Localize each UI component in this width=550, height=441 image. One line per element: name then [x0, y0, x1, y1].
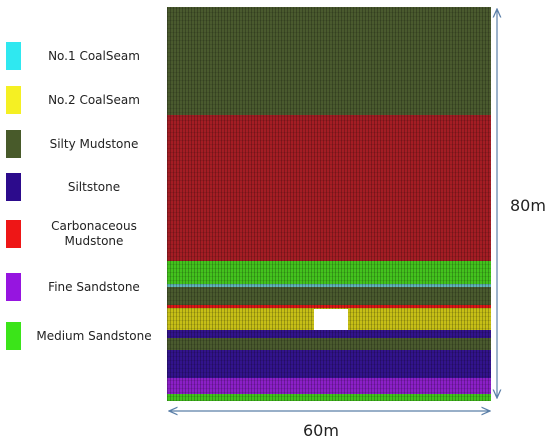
mined-out-cavity [314, 309, 348, 330]
legend-swatch [6, 130, 21, 158]
legend-label: Silty Mudstone [49, 136, 139, 151]
legend-swatch [6, 273, 21, 301]
layer-silty-mudstone-a [167, 287, 491, 292]
legend-item-fine-sandstone: Fine Sandstone [6, 273, 166, 303]
legend-label: No.1 CoalSeam [48, 48, 140, 63]
legend-item-medium-sandstone: Medium Sandstone [6, 322, 166, 352]
legend-item-no1-coalseam: No.1 CoalSeam [6, 42, 166, 72]
layer-siltstone-thin [167, 330, 491, 338]
layer-silty-mudstone-lower [167, 338, 491, 350]
legend-label: Siltstone [67, 179, 121, 194]
layer-fine-sandstone [167, 378, 491, 394]
legend-item-siltstone: Siltstone [6, 173, 166, 203]
layer-medium-sandstone-upper [167, 261, 491, 284]
layer-carbonaceous-thin [167, 305, 491, 308]
layer-carbonaceous-mudstone [167, 115, 491, 261]
layer-medium-sandstone-bottom [167, 394, 491, 401]
legend-swatch [6, 322, 21, 350]
height-dimension-label: 80m [510, 196, 546, 215]
legend-swatch [6, 220, 21, 248]
legend-swatch [6, 42, 21, 70]
legend-label: No.2 CoalSeam [48, 92, 140, 107]
width-dimension-label: 60m [303, 421, 339, 440]
layer-no1-coalseam [167, 284, 491, 287]
legend-item-carbonaceous-mudstone: Carbonaceous Mudstone [6, 219, 166, 250]
legend-swatch [6, 173, 21, 201]
layer-silty-mudstone-top [167, 7, 491, 115]
legend-label: Medium Sandstone [36, 328, 152, 343]
layer-silty-mudstone-b [167, 292, 491, 305]
legend-item-silty-mudstone: Silty Mudstone [6, 130, 166, 160]
legend-label: Carbonaceous Mudstone [51, 219, 137, 248]
legend-item-no2-coalseam: No.2 CoalSeam [6, 86, 166, 116]
legend-swatch [6, 86, 21, 114]
legend-label: Fine Sandstone [48, 279, 140, 294]
layer-siltstone [167, 350, 491, 378]
